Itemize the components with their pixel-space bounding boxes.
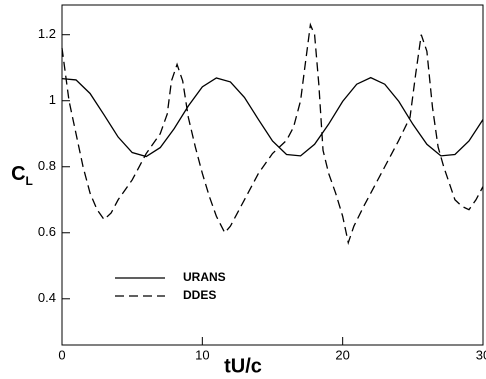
y-tick-label: 0.6	[38, 224, 56, 239]
y-axis-label-main: C	[11, 163, 25, 185]
x-tick-label: 10	[195, 347, 209, 362]
y-tick-label: 1	[49, 92, 56, 107]
x-tick-label: 30	[476, 347, 486, 362]
y-axis-label-sub: L	[26, 174, 33, 188]
y-tick-label: 1.2	[38, 26, 56, 41]
y-tick-label: 0.8	[38, 158, 56, 173]
x-tick-label: 0	[58, 347, 65, 362]
x-axis-label: tU/c	[224, 355, 262, 377]
legend-label: URANS	[183, 270, 226, 284]
y-axis-label: CL	[11, 163, 33, 188]
plot-frame	[61, 4, 484, 346]
legend-label: DDES	[183, 288, 216, 302]
data-line	[61, 76, 484, 158]
x-tick-label: 20	[335, 347, 349, 362]
y-tick-label: 0.4	[38, 290, 56, 305]
data-line	[61, 22, 484, 246]
